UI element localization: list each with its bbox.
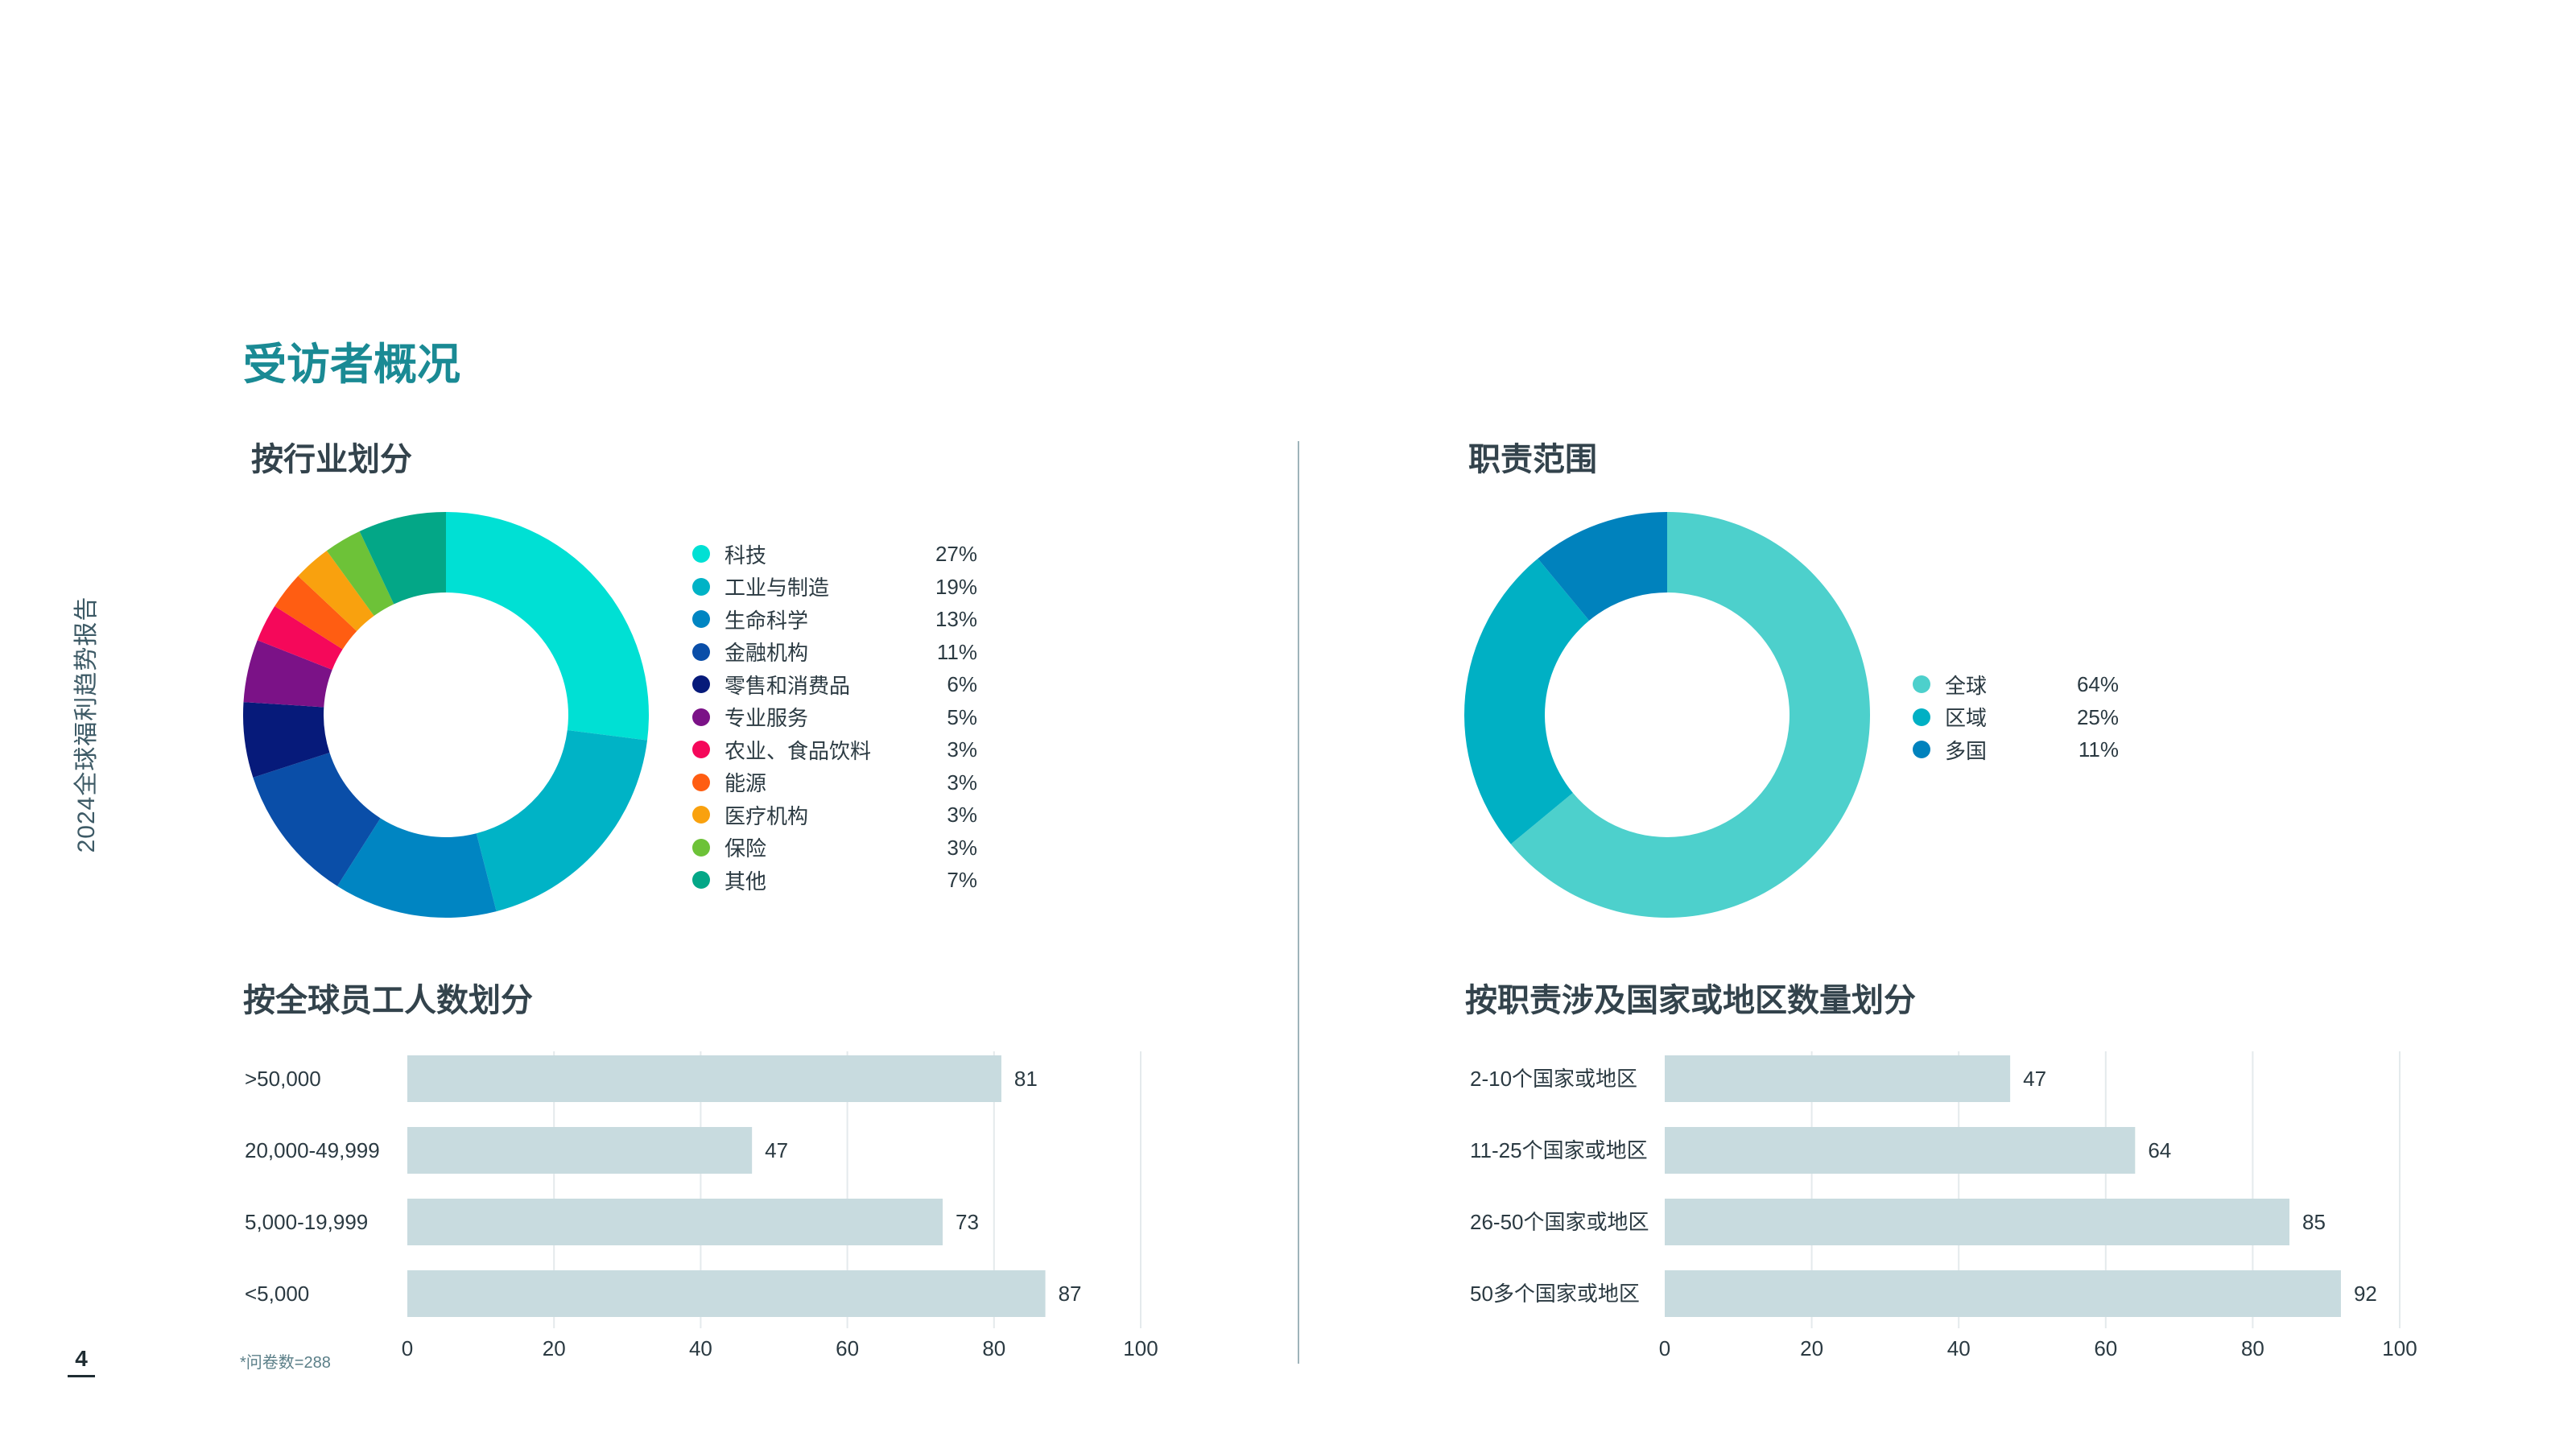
legend-label: 专业服务 <box>724 706 809 730</box>
countries-section-title: 按职责涉及国家或地区数量划分 <box>1465 983 1916 1018</box>
legend-label: 区域 <box>1945 706 1988 730</box>
page-number: 4 <box>68 1346 95 1377</box>
legend-label: 多国 <box>1945 738 1988 763</box>
scope-legend: 全球 64% 区域 25% 多国 11% <box>1913 668 2119 773</box>
legend-value: 5% <box>947 704 977 729</box>
legend-value: 7% <box>947 868 977 892</box>
donut-slice <box>336 818 497 918</box>
donut-slice <box>298 551 374 631</box>
legend-swatch <box>692 675 710 693</box>
legend-item: 零售和消费品 6% <box>692 668 977 700</box>
page-title: 受访者概况 <box>243 341 460 389</box>
legend-item: 金融机构 11% <box>692 636 977 668</box>
legend-swatch <box>692 642 710 661</box>
legend-label: 工业与制造 <box>724 576 830 600</box>
donut-slice <box>253 752 381 886</box>
legend-value: 3% <box>947 737 977 762</box>
donut-slice <box>243 640 332 708</box>
legend-swatch <box>1913 675 1930 693</box>
legend-item: 保险 3% <box>692 832 977 864</box>
legend-value: 64% <box>2076 672 2119 696</box>
legend-value: 11% <box>2078 737 2119 762</box>
vertical-divider <box>1298 441 1299 1364</box>
legend-item: 科技 27% <box>692 538 977 570</box>
legend-label: 零售和消费品 <box>724 673 851 698</box>
legend-swatch <box>692 741 710 758</box>
legend-label: 生命科学 <box>724 608 809 633</box>
legend-label: 能源 <box>724 771 767 795</box>
scope-section-title: 职责范围 <box>1468 442 1597 477</box>
legend-value: 3% <box>947 835 977 860</box>
legend-item: 区域 25% <box>1913 701 2119 733</box>
legend-value: 3% <box>947 803 977 827</box>
legend-item: 全球 64% <box>1913 668 2119 700</box>
legend-value: 27% <box>935 542 977 566</box>
footnote: *问卷数=288 <box>240 1354 331 1372</box>
donut-slice <box>446 512 649 741</box>
legend-item: 多国 11% <box>1913 733 2119 766</box>
legend-swatch <box>692 838 710 857</box>
legend-swatch <box>1913 741 1930 758</box>
legend-item: 医疗机构 3% <box>692 799 977 831</box>
donut-slice <box>326 530 394 617</box>
donut-slice <box>359 512 446 605</box>
legend-value: 3% <box>947 770 977 795</box>
legend-value: 13% <box>935 607 977 631</box>
legend-swatch <box>692 871 710 889</box>
legend-swatch <box>692 545 710 563</box>
legend-value: 11% <box>936 639 977 664</box>
legend-value: 6% <box>947 672 977 696</box>
industry-section-title: 按行业划分 <box>251 442 412 477</box>
legend-item: 专业服务 5% <box>692 701 977 733</box>
donut-slice <box>257 605 343 671</box>
legend-swatch <box>692 773 710 791</box>
legend-swatch <box>1913 708 1930 726</box>
donut-slice <box>476 730 648 912</box>
legend-swatch <box>692 708 710 726</box>
legend-value: 25% <box>2076 704 2119 729</box>
legend-swatch <box>692 577 710 596</box>
legend-label: 农业、食品饮料 <box>724 738 872 763</box>
legend-item: 农业、食品饮料 3% <box>692 733 977 766</box>
employees-section-title: 按全球员工人数划分 <box>243 983 533 1018</box>
legend-item: 工业与制造 19% <box>692 571 977 603</box>
legend-label: 其他 <box>724 869 767 894</box>
legend-label: 医疗机构 <box>724 803 809 828</box>
legend-item: 能源 3% <box>692 766 977 799</box>
industry-legend: 科技 27% 工业与制造 19% 生命科学 13% 金融机构 11% 零售和消费品 6% 专业服务 5… <box>692 538 977 908</box>
legend-label: 保险 <box>724 836 767 861</box>
legend-swatch <box>692 806 710 824</box>
legend-item: 生命科学 13% <box>692 603 977 635</box>
legend-swatch <box>692 610 710 628</box>
legend-label: 金融机构 <box>724 641 809 665</box>
donut-slice <box>275 576 357 650</box>
donut-slice <box>243 702 330 778</box>
legend-label: 科技 <box>724 543 767 568</box>
legend-item: 其他 7% <box>692 864 977 896</box>
legend-label: 全球 <box>1945 673 1988 698</box>
legend-value: 19% <box>935 574 977 599</box>
